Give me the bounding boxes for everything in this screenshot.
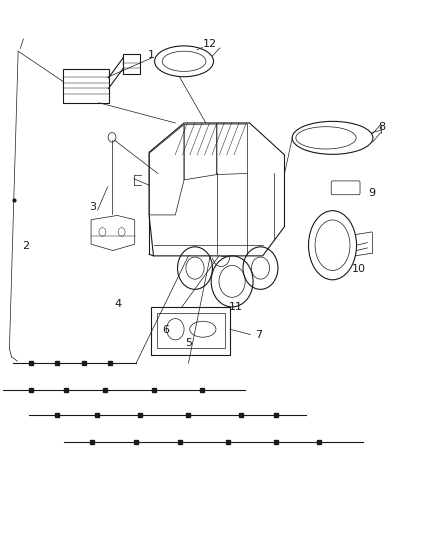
Text: 12: 12	[202, 39, 216, 49]
Text: 9: 9	[368, 188, 375, 198]
Text: 4: 4	[114, 298, 121, 309]
Text: 6: 6	[162, 325, 169, 335]
Text: 1: 1	[148, 50, 155, 60]
Text: 10: 10	[352, 264, 366, 273]
Text: 8: 8	[378, 122, 385, 132]
Text: 2: 2	[22, 241, 30, 251]
Text: 7: 7	[255, 329, 262, 340]
Text: 11: 11	[229, 302, 243, 312]
Text: 3: 3	[89, 202, 96, 212]
Text: 5: 5	[185, 338, 192, 348]
